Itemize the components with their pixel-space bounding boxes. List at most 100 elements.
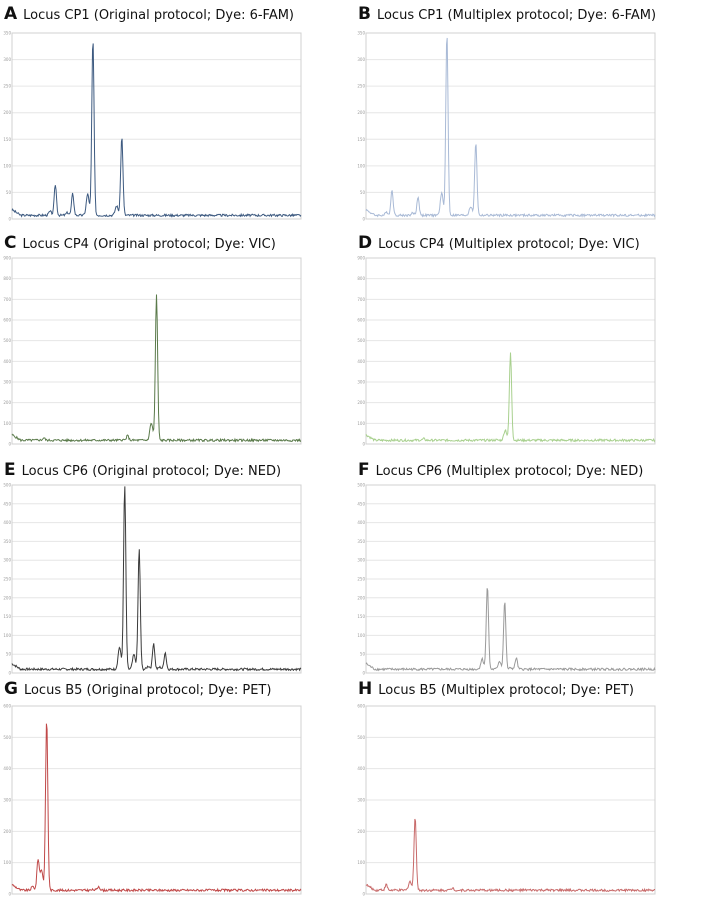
plot-frame: [11, 705, 302, 895]
panel-title-text: Locus CP6 (Multiplex protocol; Dye: NED): [375, 464, 644, 479]
panel-title: A Locus CP1 (Original protocol; Dye: 6-FA…: [4, 4, 294, 24]
y-tick-label: 300: [3, 558, 11, 563]
trace-line: [365, 818, 656, 893]
panel-title-text: Locus CP4 (Original protocol; Dye: VIC): [22, 237, 276, 252]
y-tick-label: 0: [8, 217, 11, 222]
grid: 0 100 200 300 400 500 600 700 800 900: [3, 256, 301, 447]
y-tick-label: 50: [360, 652, 366, 657]
panel-title-text: Locus CP1 (Multiplex protocol; Dye: 6-FA…: [376, 8, 657, 23]
y-tick-label: 150: [357, 137, 365, 142]
plot-frame: [365, 484, 656, 674]
plot-frame: [365, 705, 656, 895]
grid: 0 50 100 150 200 250 300 350 400 450 500: [3, 483, 301, 676]
y-tick-label: 350: [357, 539, 365, 544]
y-tick-label: 0: [362, 671, 365, 676]
y-tick-label: 600: [357, 318, 365, 323]
panel-title: G Locus B5 (Original protocol; Dye: PET): [4, 679, 271, 699]
y-tick-label: 450: [357, 501, 365, 506]
chart-g: 0 100 200 300 400 500 600: [3, 704, 302, 897]
y-tick-label: 200: [3, 110, 11, 115]
y-tick-label: 0: [362, 892, 365, 897]
grid: 0 100 200 300 400 500 600: [357, 704, 655, 897]
y-tick-label: 200: [3, 595, 11, 600]
y-tick-label: 300: [357, 57, 365, 62]
panel-letter: D: [358, 233, 373, 253]
y-tick-label: 100: [357, 421, 365, 426]
y-tick-label: 50: [6, 190, 12, 195]
panel-title-text: Locus CP1 (Original protocol; Dye: 6-FAM…: [23, 8, 295, 23]
y-tick-label: 200: [357, 400, 365, 405]
y-tick-label: 100: [3, 860, 11, 865]
plot-frame: [11, 257, 302, 445]
trace-line: [11, 486, 302, 672]
y-tick-label: 900: [3, 256, 11, 261]
panel-letter: B: [358, 4, 371, 24]
y-tick-label: 400: [357, 766, 365, 771]
y-tick-label: 900: [357, 256, 365, 261]
y-tick-label: 150: [357, 614, 365, 619]
y-tick-label: 700: [3, 297, 11, 302]
y-tick-label: 400: [357, 520, 365, 525]
trace-line: [11, 723, 302, 893]
y-tick-label: 100: [3, 421, 11, 426]
chart-b: 0 50 100 150 200 250 300 350: [357, 31, 656, 222]
panel-title-text: Locus B5 (Multiplex protocol; Dye: PET): [378, 683, 634, 698]
y-tick-label: 300: [3, 798, 11, 803]
panel-title-text: Locus CP6 (Original protocol; Dye: NED): [21, 464, 282, 479]
y-tick-label: 100: [357, 163, 365, 168]
y-tick-label: 100: [357, 633, 365, 638]
y-tick-label: 350: [3, 539, 11, 544]
panel-title: F Locus CP6 (Multiplex protocol; Dye: NED…: [358, 460, 643, 480]
y-tick-label: 250: [357, 84, 365, 89]
y-tick-label: 0: [8, 442, 11, 447]
y-tick-label: 300: [3, 380, 11, 385]
y-tick-label: 500: [357, 338, 365, 343]
chart-e: 0 50 100 150 200 250 300 350 400 450 500: [3, 483, 302, 676]
panel-title: C Locus CP4 (Original protocol; Dye: VIC): [4, 233, 276, 253]
chart-a: 0 50 100 150 200 250 300 350: [3, 31, 302, 222]
panel-letter: C: [4, 233, 17, 253]
plot-frame: [365, 257, 656, 445]
y-tick-label: 100: [357, 860, 365, 865]
y-tick-label: 200: [357, 110, 365, 115]
panel-letter: A: [4, 4, 18, 24]
grid: 0 50 100 150 200 250 300 350: [357, 31, 655, 222]
y-tick-label: 400: [357, 359, 365, 364]
y-tick-label: 50: [6, 652, 12, 657]
y-tick-label: 250: [357, 577, 365, 582]
y-tick-label: 500: [3, 338, 11, 343]
y-tick-label: 400: [3, 766, 11, 771]
y-tick-label: 700: [357, 297, 365, 302]
y-tick-label: 200: [357, 595, 365, 600]
y-tick-label: 0: [362, 442, 365, 447]
chart-d: 0 100 200 300 400 500 600 700 800 900: [357, 256, 656, 447]
panel-title: B Locus CP1 (Multiplex protocol; Dye: 6-F…: [358, 4, 656, 24]
y-tick-label: 500: [357, 735, 365, 740]
panel-title-text: Locus CP4 (Multiplex protocol; Dye: VIC): [378, 237, 640, 252]
plot-frame: [11, 32, 302, 220]
y-tick-label: 0: [8, 892, 11, 897]
y-tick-label: 500: [3, 483, 11, 488]
y-tick-label: 300: [357, 380, 365, 385]
y-tick-label: 600: [3, 318, 11, 323]
y-tick-label: 500: [357, 483, 365, 488]
y-tick-label: 150: [3, 614, 11, 619]
trace-line: [365, 352, 656, 443]
y-tick-label: 0: [8, 671, 11, 676]
chart-c: 0 100 200 300 400 500 600 700 800 900: [3, 256, 302, 447]
y-tick-label: 350: [3, 31, 11, 36]
trace-line: [365, 588, 656, 672]
panel-title: H Locus B5 (Multiplex protocol; Dye: PET): [358, 679, 634, 699]
y-tick-label: 100: [3, 163, 11, 168]
y-tick-label: 200: [3, 400, 11, 405]
y-tick-label: 400: [3, 520, 11, 525]
plot-frame: [11, 484, 302, 674]
y-tick-label: 250: [3, 84, 11, 89]
panel-letter: E: [4, 460, 16, 480]
grid: 0 100 200 300 400 500 600 700 800 900: [357, 256, 655, 447]
y-tick-label: 0: [362, 217, 365, 222]
y-tick-label: 300: [357, 558, 365, 563]
y-tick-label: 100: [3, 633, 11, 638]
y-tick-label: 600: [357, 704, 365, 709]
panel-title-text: Locus B5 (Original protocol; Dye: PET): [23, 683, 272, 698]
